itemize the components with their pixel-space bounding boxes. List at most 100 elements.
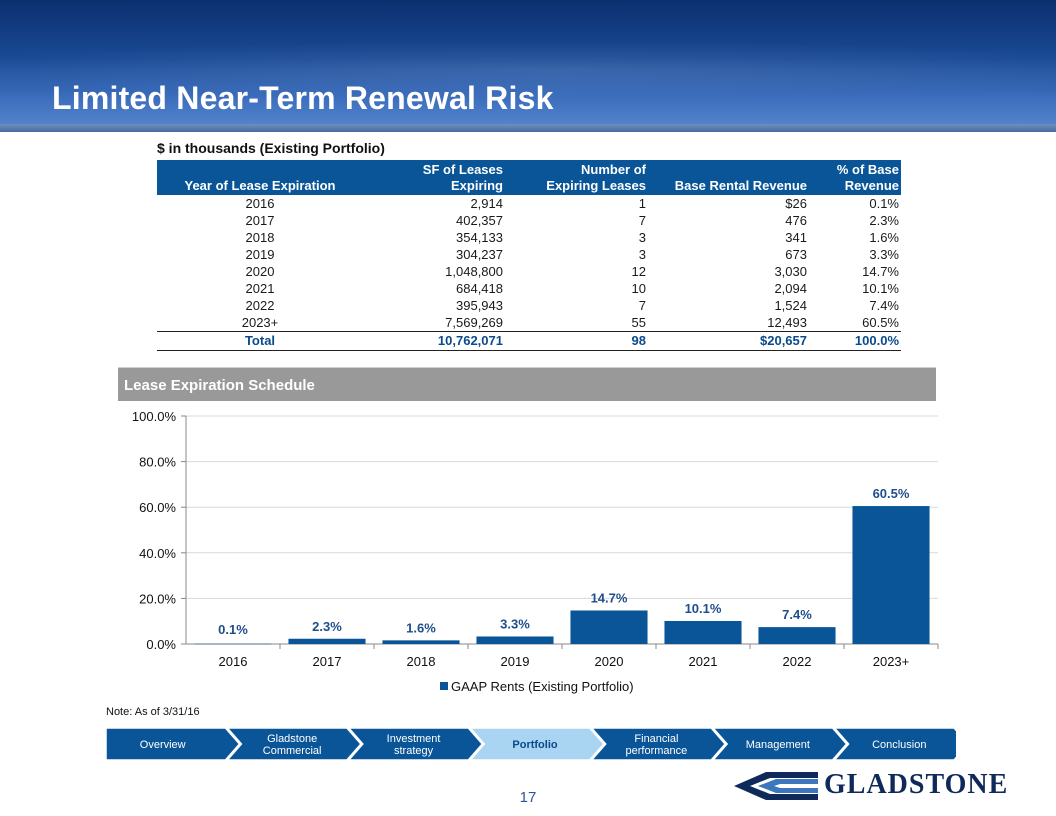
table-cell-num: 1	[638, 196, 646, 211]
table-row: 2023+ 7,569,269 55 12,493 60.5%	[157, 314, 901, 332]
table-cell-year: 2020	[245, 264, 275, 279]
table-cell-sf: 354,133	[456, 230, 503, 245]
table-row: 2021 684,418 10 2,094 10.1%	[157, 280, 901, 297]
table-cell-pct: 0.1%	[869, 196, 899, 211]
gladstone-emblem-icon	[734, 772, 818, 800]
table-cell-year: 2017	[245, 213, 275, 228]
table-cell-rev: 476	[785, 213, 807, 228]
header-shine	[0, 40, 1056, 100]
table-cell-year: 2021	[245, 281, 275, 296]
nav-item-management[interactable]: Management	[712, 728, 848, 760]
y-tick-label: 40.0%	[139, 546, 176, 561]
lease-expiration-table: Year of Lease Expiration SF of Leases Exp…	[157, 160, 901, 351]
nav-item-conclusion[interactable]: Conclusion	[833, 728, 956, 760]
bar	[664, 620, 742, 644]
table-cell-num: 55	[505, 314, 648, 332]
x-tick-label: 2017	[313, 654, 342, 669]
table-cell-rev: 673	[785, 247, 807, 262]
bar	[382, 640, 460, 644]
data-label: 14.7%	[591, 590, 628, 605]
table-cell-num: 7	[638, 213, 646, 228]
table-row: 2017 402,357 7 476 2.3%	[157, 212, 901, 229]
data-label: 10.1%	[685, 601, 722, 616]
table-cell-pct: 2.3%	[869, 213, 899, 228]
table-cell-sf: 304,237	[456, 247, 503, 262]
nav-item-label: Investment	[387, 733, 441, 745]
x-tick-label: 2021	[689, 654, 718, 669]
nav-item-label: Conclusion	[872, 739, 926, 751]
header-year: Year of Lease Expiration	[157, 160, 363, 195]
table-cell-rev: 341	[785, 230, 807, 245]
x-tick-label: 2018	[407, 654, 436, 669]
y-tick-label: 60.0%	[139, 500, 176, 515]
table-row: 2020 1,048,800 12 3,030 14.7%	[157, 263, 901, 280]
table-total-row: Total 10,762,071 98 $20,657 100.0%	[157, 331, 901, 351]
table-cell-year: 2018	[245, 230, 275, 245]
nav-item-label: Financial	[634, 733, 678, 745]
table-cell-num: 10	[631, 281, 646, 296]
bar	[194, 643, 272, 645]
nav-chevron[interactable]	[833, 728, 956, 760]
nav-chevron[interactable]	[469, 728, 605, 760]
nav-item-label: Gladstone	[267, 733, 317, 745]
nav-item-overview[interactable]: Overview	[106, 728, 241, 760]
table-subtitle: $ in thousands (Existing Portfolio)	[157, 140, 385, 156]
section-nav-bar: Overview GladstoneCommercialInvestmentstr…	[106, 728, 956, 760]
gladstone-logo: GLADSTONE	[732, 767, 1042, 805]
nav-chevron[interactable]	[226, 728, 362, 760]
header-number: Number of Expiring Leases	[505, 160, 648, 195]
nav-item-label: performance	[626, 745, 688, 757]
table-cell-rev: 12,493	[648, 314, 809, 332]
total-cell-sf: 10,762,071	[363, 331, 505, 351]
table-cell-rev: $26	[785, 196, 807, 211]
total-cell-year: Total	[157, 331, 363, 351]
data-label: 3.3%	[500, 616, 530, 631]
bar	[852, 506, 930, 644]
logo-wordmark: GLADSTONE	[824, 769, 1009, 800]
footnote: Note: As of 3/31/16	[106, 706, 200, 718]
table-row: 2018 354,133 3 341 1.6%	[157, 229, 901, 246]
chart-section-header: Lease Expiration Schedule	[118, 367, 936, 401]
table-cell-num: 12	[631, 264, 646, 279]
table-cell-sf: 1,048,800	[445, 264, 503, 279]
bar	[288, 638, 366, 644]
table-cell-rev: 2,094	[774, 281, 807, 296]
x-tick-label: 2016	[219, 654, 248, 669]
table-cell-sf: 7,569,269	[363, 314, 505, 332]
table-cell-pct: 7.4%	[869, 298, 899, 313]
nav-chevron[interactable]	[347, 728, 484, 760]
legend-swatch	[440, 682, 448, 690]
nav-item-label: Management	[746, 739, 810, 751]
table-cell-sf: 402,357	[456, 213, 503, 228]
table-cell-pct: 60.5%	[809, 314, 901, 332]
y-tick-label: 100.0%	[132, 409, 177, 424]
nav-chevron[interactable]	[106, 728, 241, 760]
header-band	[0, 0, 1056, 132]
table-cell-year: 2016	[245, 196, 275, 211]
nav-item-label: Overview	[140, 739, 186, 751]
table-cell-num: 3	[638, 247, 646, 262]
table-cell-rev: 3,030	[774, 264, 807, 279]
nav-chevron[interactable]	[712, 728, 848, 760]
legend-label: GAAP Rents (Existing Portfolio)	[451, 679, 634, 694]
x-tick-label: 2019	[501, 654, 530, 669]
header-percent: % of Base Revenue	[809, 160, 901, 195]
table-cell-sf: 2,914	[470, 196, 503, 211]
table-cell-pct: 14.7%	[862, 264, 899, 279]
table-cell-num: 3	[638, 230, 646, 245]
nav-chevron[interactable]	[590, 728, 727, 760]
table-cell-pct: 10.1%	[862, 281, 899, 296]
y-tick-label: 0.0%	[146, 637, 176, 652]
header-revenue: Base Rental Revenue	[648, 160, 809, 195]
table-cell-sf: 684,418	[456, 281, 503, 296]
table-cell-year: 2023+	[157, 314, 363, 332]
page-number: 17	[519, 789, 537, 806]
y-tick-label: 20.0%	[139, 591, 176, 606]
data-label: 1.6%	[406, 620, 436, 635]
lease-expiration-chart: 0.0% 20.0% 40.0% 60.0% 80.0% 100.0% 0.1% 2016 2.…	[132, 409, 939, 694]
table-cell-pct: 3.3%	[869, 247, 899, 262]
nav-item-portfolio[interactable]: Portfolio	[469, 728, 605, 760]
